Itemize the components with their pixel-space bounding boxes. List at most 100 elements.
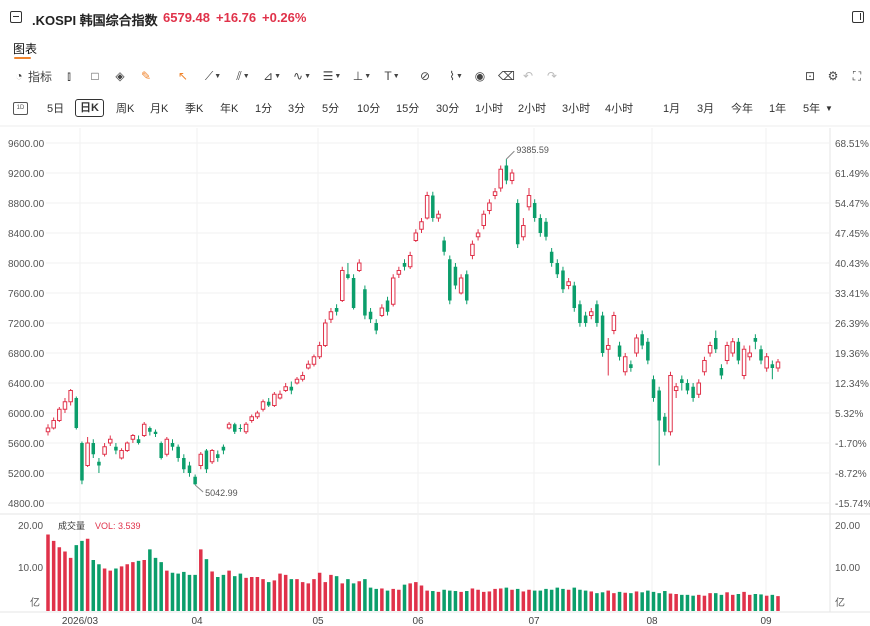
period-more-icon[interactable]: ▼ (825, 104, 833, 113)
parallel-line-icon[interactable]: ⫽▼ (236, 69, 250, 83)
volume-bar (391, 588, 395, 611)
fullscreen-icon[interactable]: ⛶ (852, 69, 862, 83)
volume-bar (595, 593, 599, 611)
trend-line-icon[interactable]: ⟋▼ (204, 69, 222, 83)
brush-icon[interactable]: ✎ (140, 69, 152, 83)
period-13[interactable]: 2小时 (518, 103, 547, 115)
candle-body (306, 363, 311, 369)
candle-body (351, 278, 356, 308)
undo-icon[interactable]: ↶ (522, 69, 534, 83)
volume-bar (419, 585, 424, 611)
volume-bar (566, 589, 571, 611)
one-day-icon[interactable]: 1D (13, 102, 28, 115)
low-label: 5042.99 (205, 488, 238, 498)
period-1[interactable]: 日K (75, 99, 104, 117)
volume-bar (515, 588, 520, 611)
period-17[interactable]: 3月 (697, 103, 715, 115)
y-tick-right: 19.36% (835, 349, 869, 360)
rectangle-icon[interactable]: □ (91, 69, 99, 83)
volume-bar (470, 588, 475, 611)
measure-icon[interactable]: ⊘ (419, 69, 431, 83)
period-12[interactable]: 1小时 (475, 103, 504, 115)
candle-body (51, 420, 56, 429)
volume-bar (368, 587, 373, 611)
candle-body (272, 393, 277, 406)
period-18[interactable]: 今年 (731, 103, 753, 115)
period-6[interactable]: 1分 (255, 103, 273, 115)
volume-bar (255, 577, 260, 611)
back-icon[interactable] (10, 11, 22, 23)
candle-body (328, 311, 334, 320)
wave-icon[interactable]: ∿▼ (293, 69, 311, 83)
period-19[interactable]: 1年 (769, 103, 787, 115)
volume-bar (199, 549, 203, 611)
period-5[interactable]: 年K (220, 103, 239, 115)
eye-icon[interactable]: ◉ (474, 69, 486, 83)
period-10[interactable]: 15分 (396, 103, 420, 115)
candle-body (724, 345, 730, 361)
volume-bar (538, 590, 543, 611)
tab-chart[interactable]: 图表 (13, 42, 38, 56)
candle-body (249, 416, 254, 421)
candle-body (753, 338, 758, 342)
page-title: .KOSPI 韩国综合指数 (32, 13, 158, 28)
candle-body (764, 356, 769, 369)
cursor-icon[interactable]: ↖ (177, 69, 189, 83)
candle-body (617, 345, 622, 357)
volume-bar (397, 589, 401, 611)
candle-body (770, 364, 775, 368)
volume-bar (747, 594, 752, 611)
trash-icon[interactable]: ⌫ (498, 69, 515, 83)
volume-bar (238, 573, 243, 611)
candle-body (747, 352, 752, 358)
period-7[interactable]: 3分 (288, 103, 306, 115)
period-4[interactable]: 季K (185, 103, 204, 115)
candle-body (481, 213, 486, 226)
path-icon[interactable]: ⌇▼ (449, 69, 463, 83)
volume-bar (408, 583, 412, 611)
redo-icon[interactable]: ↷ (546, 69, 558, 83)
period-3[interactable]: 月K (150, 103, 169, 115)
y-tick-left: 8000.00 (8, 259, 45, 270)
volume-bar (702, 595, 707, 611)
candle-body (589, 311, 594, 316)
period-11[interactable]: 30分 (436, 103, 460, 115)
volume-bar (719, 594, 724, 611)
candle-style-icon[interactable]: ⫾ (67, 69, 71, 83)
period-14[interactable]: 3小时 (562, 103, 591, 115)
camera-icon[interactable]: ⊡ (804, 69, 816, 83)
candle-body (549, 251, 554, 263)
candle-body (673, 386, 679, 391)
indicator-button[interactable]: 指标 (28, 70, 53, 84)
y-tick-right: 54.47% (835, 199, 869, 210)
volume-bar (323, 582, 328, 611)
period-2[interactable]: 周K (116, 103, 135, 115)
volume-bar (646, 590, 650, 611)
period-9[interactable]: 10分 (357, 103, 381, 115)
low-marker-line (194, 484, 204, 493)
period-0[interactable]: 5日 (47, 103, 65, 115)
horizontal-line-icon[interactable]: ⊥▼ (352, 69, 372, 83)
layers-icon[interactable]: ◈ (115, 69, 125, 83)
text-icon[interactable]: T▼ (384, 69, 400, 83)
candle-body (209, 450, 215, 463)
fib-icon[interactable]: ☰▼ (322, 69, 342, 83)
candle-body (385, 300, 390, 312)
volume-bar (476, 589, 480, 611)
period-8[interactable]: 5分 (322, 103, 340, 115)
candle-body (356, 262, 362, 271)
candle-body (600, 315, 605, 353)
period-20[interactable]: 5年 (803, 103, 821, 115)
indicator-icon[interactable]: ◔ (15, 69, 23, 83)
collapse-panel-icon[interactable] (852, 11, 864, 23)
candle-body (572, 285, 577, 308)
candle-body (334, 308, 339, 312)
period-16[interactable]: 1月 (663, 103, 681, 115)
candle-body (45, 427, 51, 433)
settings-icon[interactable]: ⚙ (827, 69, 839, 83)
triangle-icon[interactable]: ⊿▼ (263, 69, 281, 83)
y-tick-right: -15.74% (835, 499, 870, 510)
period-15[interactable]: 4小时 (605, 103, 634, 115)
candle-body (634, 337, 639, 354)
